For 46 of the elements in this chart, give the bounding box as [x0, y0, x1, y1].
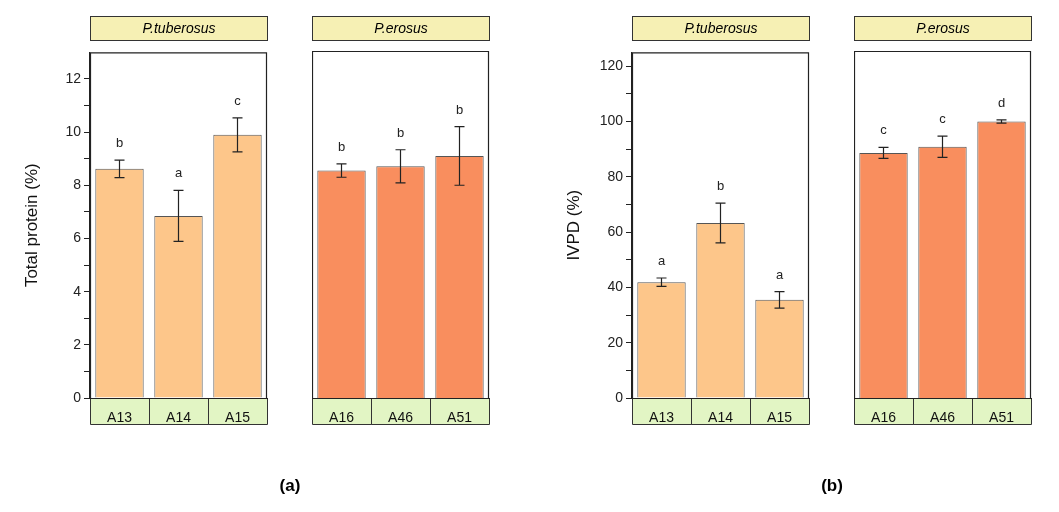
y-tick-label: 6	[73, 229, 82, 246]
chart-title: P.erosus	[854, 16, 1032, 41]
x-tick-label: A13	[107, 409, 133, 426]
y-tick-label: 60	[607, 222, 624, 239]
x-tick-label: A15	[225, 409, 251, 426]
x-tick-label: A51	[447, 409, 473, 426]
x-tick-label: A14	[166, 409, 192, 426]
y-tick-label: 0	[615, 388, 624, 405]
chart-title: P.tuberosus	[90, 16, 268, 41]
y-tick-label: 10	[65, 123, 82, 140]
x-tick-label: A14	[708, 409, 734, 426]
x-tick-label: A16	[329, 409, 355, 426]
data-label: c	[939, 111, 947, 127]
y-tick-label: 8	[73, 176, 82, 193]
chart-title: P.tuberosus	[632, 16, 810, 41]
data-label: a	[174, 165, 183, 181]
chart-title: P.erosus	[312, 16, 490, 41]
data-label: d	[997, 94, 1006, 110]
y-axis-title: IVPD (%)	[563, 189, 583, 261]
y-tick-label: 120	[599, 57, 624, 74]
y-tick-label: 2	[73, 335, 82, 352]
y-tick-label: 20	[607, 333, 624, 350]
x-tick-label: A51	[989, 409, 1015, 426]
data-label: a	[775, 266, 784, 282]
y-tick-label: 12	[65, 69, 82, 86]
data-label: a	[657, 253, 666, 269]
data-label: c	[880, 122, 888, 138]
y-axis-title: Total protein (%)	[21, 163, 41, 288]
text: (b)	[820, 476, 844, 496]
x-tick-label: A15	[767, 409, 793, 426]
data-label: b	[115, 135, 124, 151]
y-tick-label: 100	[599, 112, 624, 129]
y-tick-label: 4	[73, 282, 82, 299]
y-tick-label: 40	[607, 278, 624, 295]
data-label: b	[337, 138, 346, 154]
data-label: b	[716, 178, 725, 194]
data-label: c	[234, 92, 242, 108]
x-tick-label: A46	[930, 409, 956, 426]
data-label: b	[396, 124, 405, 140]
x-tick-label: A46	[388, 409, 414, 426]
x-tick-label: A13	[649, 409, 675, 426]
x-tick-label: A16	[871, 409, 897, 426]
y-tick-label: 80	[607, 167, 624, 184]
y-tick-label: 0	[73, 388, 82, 405]
data-label: b	[455, 101, 464, 117]
text: (a)	[278, 476, 302, 496]
